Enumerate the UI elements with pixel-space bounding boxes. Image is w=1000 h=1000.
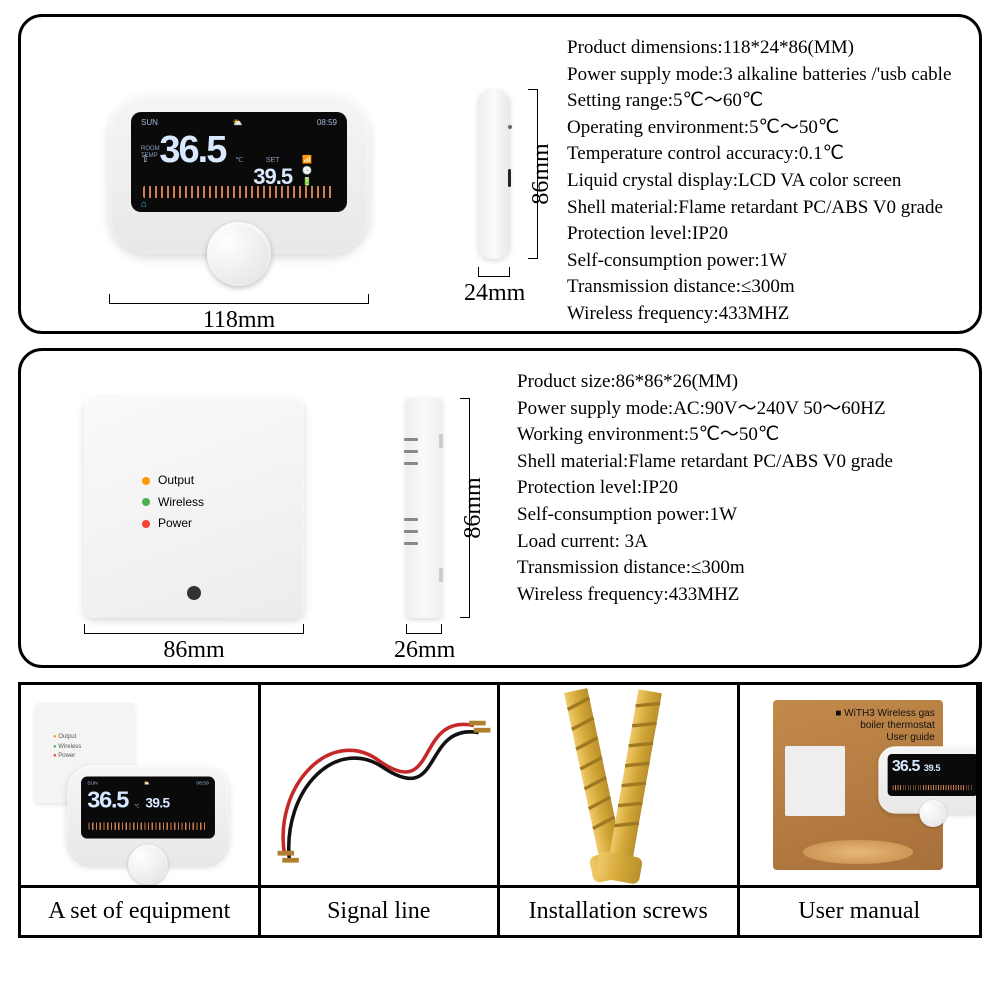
contents-cell-equipment: ● Output ● Wireless ● Power SUN⛅08:59 36… [21,685,261,885]
home-icon: ⌂ [141,199,147,210]
thermostat-front-area: SUN ⛅ 08:59 ⇧ 36.5 ℃ SET 39.5 📶 [39,31,439,317]
receiver-button-icon [187,586,201,600]
receiver-depth-label: 26mm [394,637,455,664]
contents-cell-manual: ■ WiTH3 Wireless gasboiler thermostatUse… [740,685,980,885]
caption-equipment: A set of equipment [21,885,261,935]
receiver-device: Output Wireless Power [84,398,304,618]
spec-line: Working environment:5℃～50℃ [517,422,961,449]
led-power-icon [142,520,150,528]
caption-manual: User manual [740,885,980,935]
temp-unit: ℃ [235,156,243,164]
thermostat-side-view [478,89,510,259]
spec-line: Load current: 3A [517,529,961,556]
receiver-panel: Output Wireless Power 86mm 86mm 26mm Pro… [18,348,982,668]
usb-port-icon [508,169,511,187]
thermostat-depth-label: 24mm [464,280,525,307]
battery-icon: 🔋 [302,177,312,186]
temp-label: TEMP [141,153,160,160]
spec-line: Product dimensions:118*24*86(MM) [567,35,961,62]
receiver-width-label: 86mm [84,637,304,664]
led-label: Output [158,470,194,492]
package-contents-grid: ● Output ● Wireless ● Power SUN⛅08:59 36… [18,682,982,938]
spec-line: Protection level:IP20 [517,475,961,502]
led-label: Wireless [158,492,204,514]
led-label: Power [158,513,192,535]
receiver-front-area: Output Wireless Power 86mm [39,365,349,651]
wifi-icon: 📶 [302,155,312,164]
room-label: ROOM [141,146,160,153]
spec-line: Wireless frequency:433MHZ [567,301,961,328]
spec-line: Liquid crystal display:LCD VA color scre… [567,168,961,195]
thermostat-dial [207,222,271,286]
spec-line: Power supply mode:AC:90V～240V 50～60HZ [517,396,961,423]
thermostat-panel: SUN ⛅ 08:59 ⇧ 36.5 ℃ SET 39.5 📶 [18,14,982,334]
lcd-day: SUN [141,118,158,127]
lcd-time: 08:59 [317,118,337,127]
receiver-height-label: 86mm [460,477,487,538]
weather-icon: ⛅ [232,118,242,127]
manual-title: ■ WiTH3 Wireless gasboiler thermostatUse… [835,708,934,744]
caption-signal-line: Signal line [261,885,501,935]
spec-line: Shell material:Flame retardant PC/ABS V0… [567,195,961,222]
contents-cell-signal-line [261,685,501,885]
contents-cell-screws [500,685,740,885]
receiver-side-view [406,398,442,618]
receiver-specs: Product size:86*86*26(MM) Power supply m… [499,365,961,651]
mini-thermostat-icon: SUN⛅08:59 36.5℃39.5 [67,765,228,864]
thermostat-specs: Product dimensions:118*24*86(MM) Power s… [549,31,961,317]
spec-line: Product size:86*86*26(MM) [517,369,961,396]
caption-screws: Installation screws [500,885,740,935]
lcd-scale-ticks [143,186,335,198]
screws-icon [500,685,737,885]
user-manual-icon: ■ WiTH3 Wireless gasboiler thermostatUse… [773,700,943,870]
led-output-icon [142,477,150,485]
room-temp: 36.5 [159,129,225,172]
spec-line: Shell material:Flame retardant PC/ABS V0… [517,449,961,476]
spec-line: Power supply mode:3 alkaline batteries /… [567,62,961,89]
spec-line: Temperature control accuracy:0.1℃ [567,141,961,168]
spec-line: Transmission distance:≤300m [517,555,961,582]
spec-line: Self-consumption power:1W [517,502,961,529]
spec-line: Operating environment:5℃～50℃ [567,115,961,142]
led-wireless-icon [142,498,150,506]
thermostat-device: SUN ⛅ 08:59 ⇧ 36.5 ℃ SET 39.5 📶 [109,94,369,254]
spec-line: Transmission distance:≤300m [567,274,961,301]
thermostat-height-label: 86mm [528,143,555,204]
spec-line: Protection level:IP20 [567,221,961,248]
set-label: SET [266,157,280,164]
spec-line: Wireless frequency:433MHZ [517,582,961,609]
spec-line: Setting range:5℃～60℃ [567,88,961,115]
thermostat-side-area: 86mm 24mm [439,31,549,317]
spec-line: Self-consumption power:1W [567,248,961,275]
signal-wire-icon [261,690,498,879]
receiver-led-legend: Output Wireless Power [142,470,204,535]
receiver-side-area: 86mm 26mm [349,365,499,651]
thermostat-screen: SUN ⛅ 08:59 ⇧ 36.5 ℃ SET 39.5 📶 [131,112,347,212]
clock-icon: 🕒 [302,166,312,175]
thermostat-width-label: 118mm [109,307,369,334]
